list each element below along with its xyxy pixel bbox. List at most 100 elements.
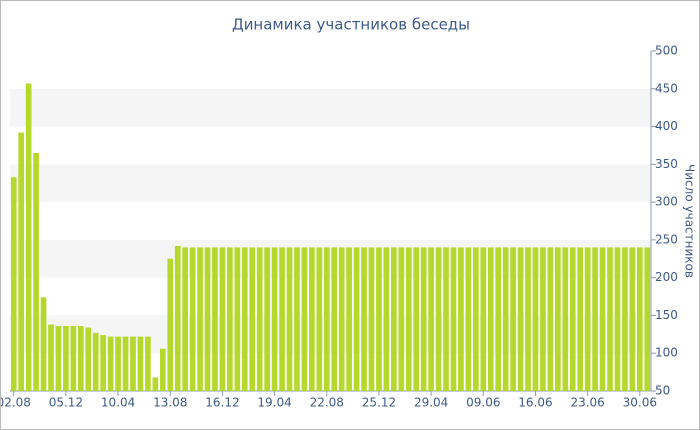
bar [18,132,25,391]
bar [361,247,367,391]
bar [443,247,449,391]
bar [644,247,651,391]
x-tick-label: 16.12 [205,396,239,410]
bar [368,247,375,391]
bar [636,247,643,391]
bar [279,247,285,391]
bar [212,247,218,391]
bar [227,247,233,391]
y-tick-label: 200 [655,270,678,284]
grid-band [10,164,651,203]
bar [428,247,434,391]
y-tick-label: 150 [655,308,678,322]
bar [301,247,308,391]
bar [525,247,531,391]
y-tick-label: 450 [655,81,678,95]
grid-band [10,239,651,278]
x-tick-label: 09.06 [466,396,500,410]
y-tick-label: 300 [655,195,678,209]
bar [271,247,278,391]
bar [309,247,315,391]
y-tick-label: 500 [655,44,678,58]
bar [159,348,166,391]
bar [145,336,151,391]
bar [25,83,32,391]
bar [398,247,405,391]
grid-band [10,88,651,127]
x-tick-label: 13.08 [153,396,187,410]
bar [607,247,613,391]
bar [473,247,479,391]
bar [487,247,494,391]
bar [167,258,174,391]
bar [622,247,628,391]
bar [353,247,360,391]
bar [286,247,293,391]
bar [383,247,390,391]
y-tick-label: 100 [655,346,678,360]
y-axis-label: Число участников [683,164,697,278]
bar [77,326,84,391]
bar [294,247,300,391]
y-tick-label: 400 [655,119,678,133]
bar [204,247,211,391]
bar [70,326,77,391]
x-tick-label: 05.12 [49,396,83,410]
bar [323,247,330,391]
bar [435,247,442,391]
x-tick-label: 02.08 [0,396,31,410]
bar [405,247,412,391]
bar [234,247,241,391]
bar [130,336,136,391]
bar [189,247,196,391]
bar [458,247,464,391]
bar [115,336,121,391]
x-tick-label: 30.06 [623,396,657,410]
bar [420,247,427,391]
y-tick-label: 50 [655,384,670,398]
y-tick-label: 350 [655,157,678,171]
bar [450,247,457,391]
bar [256,247,263,391]
bar [517,247,524,391]
bar [316,247,323,391]
bar [197,247,203,391]
bar [584,247,591,391]
bar [547,247,554,391]
bar [10,177,17,391]
bar [241,247,248,391]
bar [502,247,509,391]
x-tick-label: 16.06 [518,396,552,410]
bar [85,327,92,391]
x-tick-label: 10.04 [101,396,135,410]
bar [137,336,144,391]
bar [540,247,546,391]
y-tick-label: 250 [655,232,678,246]
bar [554,247,561,391]
bar [107,336,114,391]
bar [577,247,584,391]
bar [480,247,487,391]
bar [33,153,39,391]
bar [152,377,159,391]
bar [331,247,338,391]
x-tick-label: 25.12 [362,396,396,410]
bar [532,247,539,391]
bar [55,326,62,391]
bar [249,247,256,391]
x-tick-label: 19.04 [257,396,291,410]
bar [614,247,621,391]
bar [391,247,397,391]
bar [376,247,382,391]
bar [48,324,54,391]
bar [40,297,47,391]
bar [63,326,69,391]
bar [465,247,472,391]
bar [100,335,107,391]
bar [495,247,502,391]
bar [413,247,420,391]
bar [122,336,129,391]
bar [219,247,226,391]
